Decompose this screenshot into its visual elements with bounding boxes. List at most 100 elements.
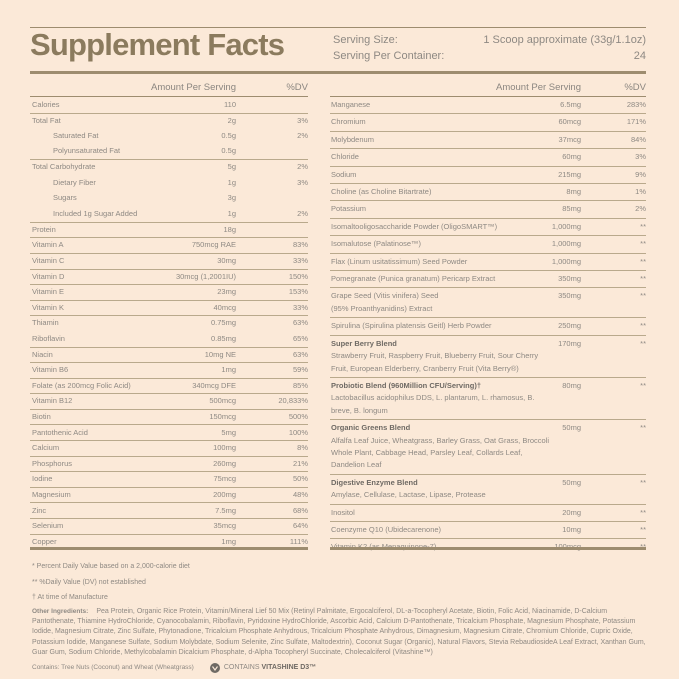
table-row: Chromium 60mcg 171% (330, 113, 646, 130)
table-header: Amount Per Serving %DV (330, 78, 646, 97)
nutrient-amount: 5mg (221, 427, 236, 437)
table-row: Vitamin D 30mcg (1,2001IU) 150% (30, 268, 308, 285)
nutrient-name-cell: Sodium (330, 169, 550, 181)
table-row: Protein 18g (30, 221, 308, 238)
nutrient-name: Probiotic Blend (960Million CFU/Serving)… (331, 380, 482, 390)
nutrient-name: Inositol (331, 507, 355, 517)
nutrient-name-cell: Chromium (330, 116, 550, 128)
nutrient-amount: 1,000mg (551, 239, 581, 249)
nutrient-dv: 68% (292, 505, 308, 515)
nutrient-name: Protein (32, 224, 56, 234)
nutrient-name: Thiamin (32, 318, 59, 328)
dv-header: %DV (286, 81, 308, 93)
nutrient-name: Vitamin A (32, 240, 64, 250)
nutrient-amount: 3g (227, 193, 236, 203)
nutrient-name-cell: Digestive Enzyme Blend Amylase, Cellulase… (330, 477, 550, 502)
nutrient-amount: 18g (223, 224, 236, 234)
nutrient-name: Molybdenum (331, 134, 374, 144)
vitashine-brand: VITASHINE D3™ (261, 664, 317, 672)
nutrient-name: Vitamin B6 (32, 365, 69, 375)
nutrient-amount: 50mg (562, 477, 581, 487)
nutrient-amount: 340mcg DFE (192, 380, 236, 390)
nutrient-name-cell: Vitamin K2 (as Menaquinone-7) (330, 541, 550, 553)
nutrient-dv: ** (640, 338, 646, 348)
nutrient-name: Total Fat (32, 115, 61, 125)
servings-per-container-label: Serving Per Container: (333, 50, 445, 62)
nutrient-detail: (95% Proanthyanidins) Extract (331, 303, 433, 313)
nutrient-dv: 3% (297, 115, 308, 125)
nutrient-dv: ** (640, 507, 646, 517)
table-row: Niacin 10mg NE 63% (30, 346, 308, 363)
bottom-rule (330, 547, 646, 550)
nutrient-name: Vitamin K (32, 302, 64, 312)
nutrient-amount: 260mg (213, 458, 236, 468)
nutrient-name-cell: Organic Greens Blend Alfalfa Leaf Juice, … (330, 422, 550, 472)
table-row: Vitamin A 750mcg RAE 83% (30, 237, 308, 253)
nutrient-name: Vitamin K2 (as Menaquinone-7) (331, 541, 550, 553)
table-row: Saturated Fat 0.5g 2% (30, 128, 308, 144)
nutrient-dv: 84% (630, 134, 646, 144)
nutrient-amount: 6.5mg (560, 100, 581, 109)
allergen-statement: Contains: Tree Nuts (Coconut) and Wheat … (32, 662, 652, 673)
table-row: Choline (as Choline Bitartrate) 8mg 1% (330, 183, 646, 200)
nutrient-name: Biotin (32, 411, 51, 421)
nutrient-dv: ** (640, 321, 646, 331)
nutrient-dv: ** (640, 423, 646, 433)
footnote: ** %Daily Value (DV) not established (32, 578, 146, 586)
nutrient-amount: 75mcg (213, 474, 236, 484)
nutrient-dv: 59% (292, 365, 308, 375)
nutrient-name: Vitamin B12 (32, 396, 73, 406)
table-row: Molybdenum 37mcg 84% (330, 130, 646, 148)
nutrient-amount: 250mg (558, 321, 581, 331)
nutrient-name: Vitamin E (32, 287, 64, 297)
nutrient-name-cell: Spirulina (Spirulina platensis Geitl) He… (330, 320, 550, 332)
nutrient-dv: ** (640, 256, 646, 266)
nutrient-name: Vitamin D (32, 271, 65, 281)
nutrient-amount: 37mcg (558, 134, 581, 144)
table-row: Super Berry Blend Strawberry Fruit, Raspb… (330, 334, 646, 377)
nutrient-amount: 1,000mg (551, 256, 581, 266)
table-row: Biotin 150mcg 500% (30, 408, 308, 425)
nutrient-name: Coenzyme Q10 (Ubidecarenone) (331, 524, 442, 534)
nutrient-name: Copper (32, 536, 57, 546)
nutrient-amount: 750mcg RAE (191, 240, 236, 250)
nutrient-dv: 63% (292, 349, 308, 359)
table-row: Total Carbohydrate 5g 2% (30, 159, 308, 175)
nutrient-name: Pomegranate (Punica granatum) Pericarp E… (331, 274, 496, 284)
nutrient-name: Chromium (331, 117, 366, 127)
nutrient-dv: 83% (292, 240, 308, 250)
other-ingredients-label: Other Ingredients: (32, 607, 89, 615)
table-row: Riboflavin 0.85mg 65% (30, 331, 308, 347)
nutrient-dv: 111% (289, 536, 308, 546)
left-facts-table: Amount Per Serving %DV Calories 110 Total F… (30, 78, 308, 549)
nutrient-name: Manganese (331, 100, 371, 109)
nutrient-amount: 0.85mg (210, 333, 236, 343)
nutrient-name-cell: Coenzyme Q10 (Ubidecarenone) (330, 524, 550, 536)
nutrient-dv: ** (581, 541, 646, 553)
nutrient-dv: ** (640, 221, 646, 231)
nutrient-name: Pantothenic Acid (32, 427, 88, 437)
nutrient-name: Chloride (331, 152, 359, 162)
nutrient-amount: 350mg (558, 274, 581, 284)
table-row: Selenium 35mcg 64% (30, 518, 308, 534)
nutrient-name: Isomaltooligosaccharide Powder (OligoSMA… (331, 221, 498, 231)
header-rule (30, 71, 646, 74)
nutrient-dv: ** (640, 274, 646, 284)
nutrient-name: Polyunsaturated Fat (53, 146, 121, 156)
table-row: Vitamin K 40mcg 33% (30, 299, 308, 316)
nutrient-amount: 110 (224, 99, 236, 109)
nutrient-amount: 60mg (562, 152, 581, 162)
servings-per-container-value: 24 (633, 50, 646, 62)
nutrient-amount: 30mg (217, 256, 236, 266)
nutrient-name: Magnesium (32, 489, 71, 499)
nutrient-dv: 50% (292, 474, 308, 484)
nutrient-amount: 0.5g (221, 146, 236, 156)
table-row: Potassium 85mg 2% (330, 200, 646, 217)
nutrient-name: Organic Greens Blend (331, 423, 411, 433)
nutrient-dv: ** (640, 524, 646, 534)
nutrient-amount: 60mcg (558, 117, 581, 127)
nutrient-name-cell: Pomegranate (Punica granatum) Pericarp E… (330, 273, 550, 285)
nutrient-dv: 3% (297, 177, 308, 187)
nutrient-name: Folate (as 200mcg Folic Acid) (32, 380, 131, 390)
nutrient-name: Selenium (32, 521, 64, 531)
